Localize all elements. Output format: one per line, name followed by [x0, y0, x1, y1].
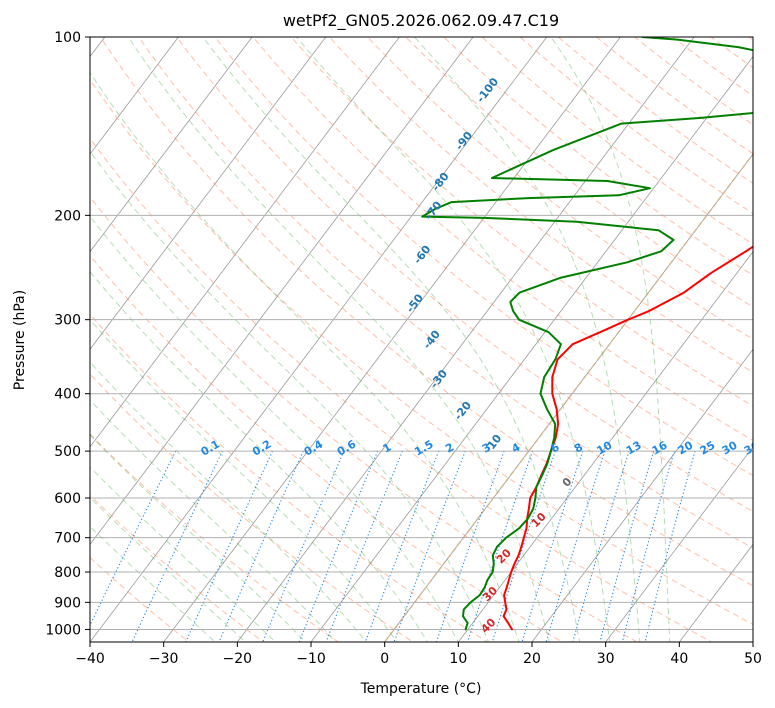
background-lines [90, 37, 753, 642]
x-tick-label: 10 [449, 651, 467, 667]
moist-adiabat-line [90, 150, 490, 642]
y-tick-label: 1000 [45, 622, 81, 638]
isotherm-line [605, 446, 753, 642]
moist-adiabat-line [413, 37, 641, 642]
moist-adiabat-line [90, 496, 246, 642]
isotherm-line [90, 37, 474, 546]
dry-adiabat-line [519, 37, 753, 215]
dry-adiabat-line [481, 37, 753, 245]
dry-adiabat-line [99, 37, 753, 587]
y-tick-label: 900 [54, 595, 81, 611]
isotherm-line [678, 543, 753, 642]
mixing-ratio-label: 36 [742, 438, 762, 457]
mixing-ratio-line [435, 450, 505, 642]
x-tick-label: 50 [744, 651, 762, 667]
mixing-ratio-line [131, 450, 223, 642]
data-series [421, 37, 753, 631]
moist-adiabat-line [90, 71, 520, 642]
x-tick-label: −30 [149, 651, 179, 667]
isotherm-line [457, 251, 753, 642]
chart-title: wetPf2_GN05.2026.062.09.47.C19 [283, 11, 559, 31]
x-axis-label: Temperature (°C) [360, 681, 482, 697]
isotherm-line [90, 37, 548, 642]
dry-adiabat-line [90, 494, 265, 642]
isotherm-line [90, 37, 253, 253]
y-tick-label: 800 [54, 565, 81, 581]
mixing-ratio-line [298, 450, 379, 642]
x-tick-label: −10 [296, 651, 326, 667]
pressure-grid [90, 37, 753, 630]
mixing-ratio-line [545, 450, 606, 642]
x-tick-label: 40 [670, 651, 688, 667]
moist-adiabat-line [90, 466, 276, 642]
moist-adiabat-line [90, 525, 216, 642]
isotherm-line [236, 37, 695, 642]
isotherm-line [531, 348, 753, 642]
y-tick-label: 700 [54, 531, 81, 547]
isotherm-line [163, 37, 621, 642]
y-tick-label: 100 [54, 30, 81, 46]
mixing-ratio-line [262, 450, 345, 642]
plot-frame [89, 36, 754, 643]
y-axis-label: Pressure (hPa) [12, 290, 28, 390]
freezing-isotherm-line [383, 152, 753, 642]
dry-adiabat-line [595, 37, 753, 155]
moist-adiabat-line [90, 270, 429, 642]
dry-adiabat-line [290, 37, 753, 407]
y-tick-label: 400 [54, 387, 81, 403]
isotherm-line [90, 37, 327, 350]
y-tick-label: 500 [54, 444, 81, 460]
isotherm-line [310, 55, 753, 642]
x-tick-label: 20 [523, 651, 541, 667]
moist-adiabat-line [90, 215, 459, 642]
moist-adiabat-line [90, 361, 367, 642]
dry-adiabat-line [366, 37, 753, 340]
mixing-ratio-line [364, 450, 440, 642]
temperature-profile-line [502, 245, 753, 631]
mixing-ratio-line [325, 450, 404, 642]
y-tick-label: 600 [54, 491, 81, 507]
moist-adiabat-line [550, 37, 671, 642]
dewpoint-profile-line [421, 37, 753, 631]
dry-adiabat-line [404, 37, 753, 308]
mixing-ratio-line [572, 450, 630, 642]
dry-adiabat-line [252, 37, 753, 441]
mixing-ratio-line [621, 450, 675, 642]
moist-adiabat-line [90, 318, 398, 642]
moist-adiabat-line [127, 37, 550, 642]
moist-adiabat-line [202, 37, 581, 642]
y-tick-label: 200 [54, 208, 81, 224]
x-tick-label: −20 [223, 651, 253, 667]
mixing-ratio-line [644, 450, 696, 642]
dry-adiabat-line [214, 37, 753, 477]
moist-adiabat-line [90, 399, 337, 642]
dry-adiabat-line [90, 433, 340, 642]
dry-adiabat-line [176, 37, 753, 512]
mixing-ratio-line [218, 450, 304, 642]
x-tick-label: 30 [597, 651, 615, 667]
mixing-ratio-line [521, 450, 584, 642]
mixing-ratio-line [393, 450, 466, 642]
dry-adiabat-line [138, 37, 753, 549]
moist-adiabat-line [295, 37, 611, 642]
x-tick-label: −40 [75, 651, 105, 667]
x-tick-label: 0 [380, 651, 389, 667]
isotherm-line [90, 37, 400, 448]
isotherm-line [90, 37, 179, 155]
y-tick-label: 300 [54, 313, 81, 329]
